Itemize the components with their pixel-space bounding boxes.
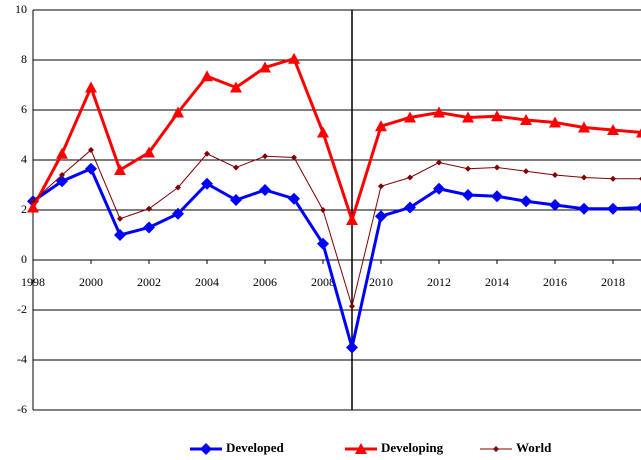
series-line xyxy=(32,149,641,309)
legend-label: Developing xyxy=(381,440,444,455)
x-tick-label: 2002 xyxy=(137,275,161,289)
marker xyxy=(433,106,445,118)
marker xyxy=(143,221,155,234)
y-tick-label: 4 xyxy=(21,152,27,166)
marker xyxy=(317,237,329,250)
marker xyxy=(607,124,619,135)
marker xyxy=(407,174,413,181)
marker xyxy=(30,198,36,205)
legend: Developed Developing World xyxy=(190,440,552,455)
marker xyxy=(146,205,152,212)
marker xyxy=(493,446,499,452)
marker xyxy=(85,162,97,175)
marker xyxy=(114,164,126,175)
marker xyxy=(404,111,416,123)
marker xyxy=(317,126,329,138)
y-tick-label: 6 xyxy=(21,102,27,116)
marker xyxy=(259,61,271,73)
marker xyxy=(259,184,271,196)
marker xyxy=(636,202,641,213)
marker xyxy=(578,202,590,215)
marker xyxy=(114,229,126,241)
marker xyxy=(27,201,39,213)
series-line xyxy=(31,56,641,225)
marker xyxy=(355,443,367,454)
marker xyxy=(578,121,590,133)
marker xyxy=(494,164,500,171)
marker xyxy=(204,150,210,157)
marker xyxy=(610,175,616,182)
marker xyxy=(552,172,558,178)
marker xyxy=(230,194,242,206)
marker xyxy=(520,114,532,125)
x-tick-label: 2000 xyxy=(79,275,103,289)
marker xyxy=(636,128,641,138)
x-tick-label: 2018 xyxy=(601,275,625,289)
marker xyxy=(375,210,387,223)
marker xyxy=(349,303,355,310)
y-tick-label: 2 xyxy=(21,202,27,216)
marker xyxy=(436,159,442,166)
marker xyxy=(549,116,561,128)
marker xyxy=(523,168,529,175)
legend-label: World xyxy=(516,440,552,455)
marker xyxy=(143,146,155,158)
marker xyxy=(291,154,297,161)
y-tick-label: -4 xyxy=(17,352,27,366)
marker xyxy=(172,106,184,118)
marker xyxy=(462,111,474,123)
x-tick-label: 2006 xyxy=(253,275,277,289)
marker xyxy=(320,207,326,213)
marker xyxy=(233,164,239,171)
x-tick-label: 2016 xyxy=(543,275,567,289)
marker xyxy=(117,215,123,222)
marker xyxy=(288,52,300,64)
marker xyxy=(491,110,503,122)
marker xyxy=(375,120,387,132)
marker xyxy=(201,70,213,82)
y-tick-label: -2 xyxy=(17,302,27,316)
x-tick-label: 1998 xyxy=(21,275,45,289)
x-tick-label: 2008 xyxy=(311,275,335,289)
marker xyxy=(404,201,416,214)
marker xyxy=(59,172,65,178)
marker xyxy=(520,195,532,208)
marker xyxy=(288,192,300,205)
y-tick-label: 10 xyxy=(15,2,27,16)
marker xyxy=(175,184,181,191)
marker xyxy=(262,153,268,160)
legend-label: Developed xyxy=(226,440,285,455)
marker xyxy=(607,202,619,215)
marker xyxy=(56,147,68,159)
x-tick-label: 2014 xyxy=(485,275,509,289)
marker xyxy=(433,182,445,195)
y-tick-label: 8 xyxy=(21,52,27,66)
marker xyxy=(346,214,358,225)
marker xyxy=(88,147,94,153)
x-tick-label: 2004 xyxy=(195,275,219,289)
marker xyxy=(465,165,471,172)
marker xyxy=(200,443,212,455)
marker xyxy=(172,207,184,220)
marker xyxy=(462,189,474,201)
marker xyxy=(581,174,587,181)
marker xyxy=(549,199,561,211)
x-tick-label: 2010 xyxy=(369,275,393,289)
x-tick-label: 2012 xyxy=(427,275,451,289)
marker xyxy=(346,341,358,354)
marker xyxy=(201,177,213,190)
y-tick-label: -6 xyxy=(17,402,27,416)
marker xyxy=(378,183,384,190)
marker xyxy=(230,81,242,93)
series-line xyxy=(32,166,641,348)
y-tick-label: 0 xyxy=(21,252,27,266)
marker xyxy=(85,81,97,93)
marker xyxy=(491,190,503,203)
